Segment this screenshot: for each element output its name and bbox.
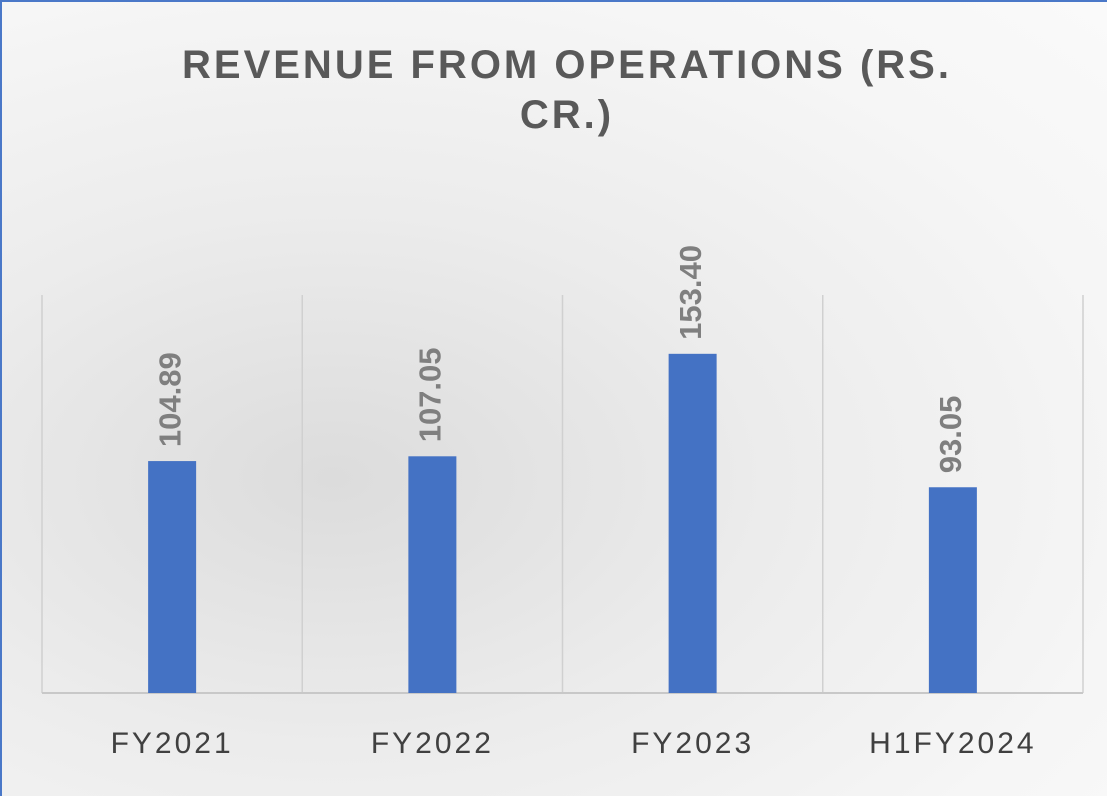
data-label: 107.05 [413,347,448,442]
x-tick-label: FY2021 [111,727,234,760]
data-label: 104.89 [152,352,187,447]
bar [408,456,457,693]
chart-title: REVENUE FROM OPERATIONS (RS. CR.) [182,43,952,137]
data-label: 93.05 [933,396,968,474]
bar [668,353,717,693]
bar [148,461,197,693]
data-label: 153.40 [673,245,708,340]
bar [928,487,977,693]
x-tick-label: H1FY2024 [869,727,1036,760]
x-tick-label: FY2022 [371,727,494,760]
x-tick-label: FY2023 [631,727,754,760]
